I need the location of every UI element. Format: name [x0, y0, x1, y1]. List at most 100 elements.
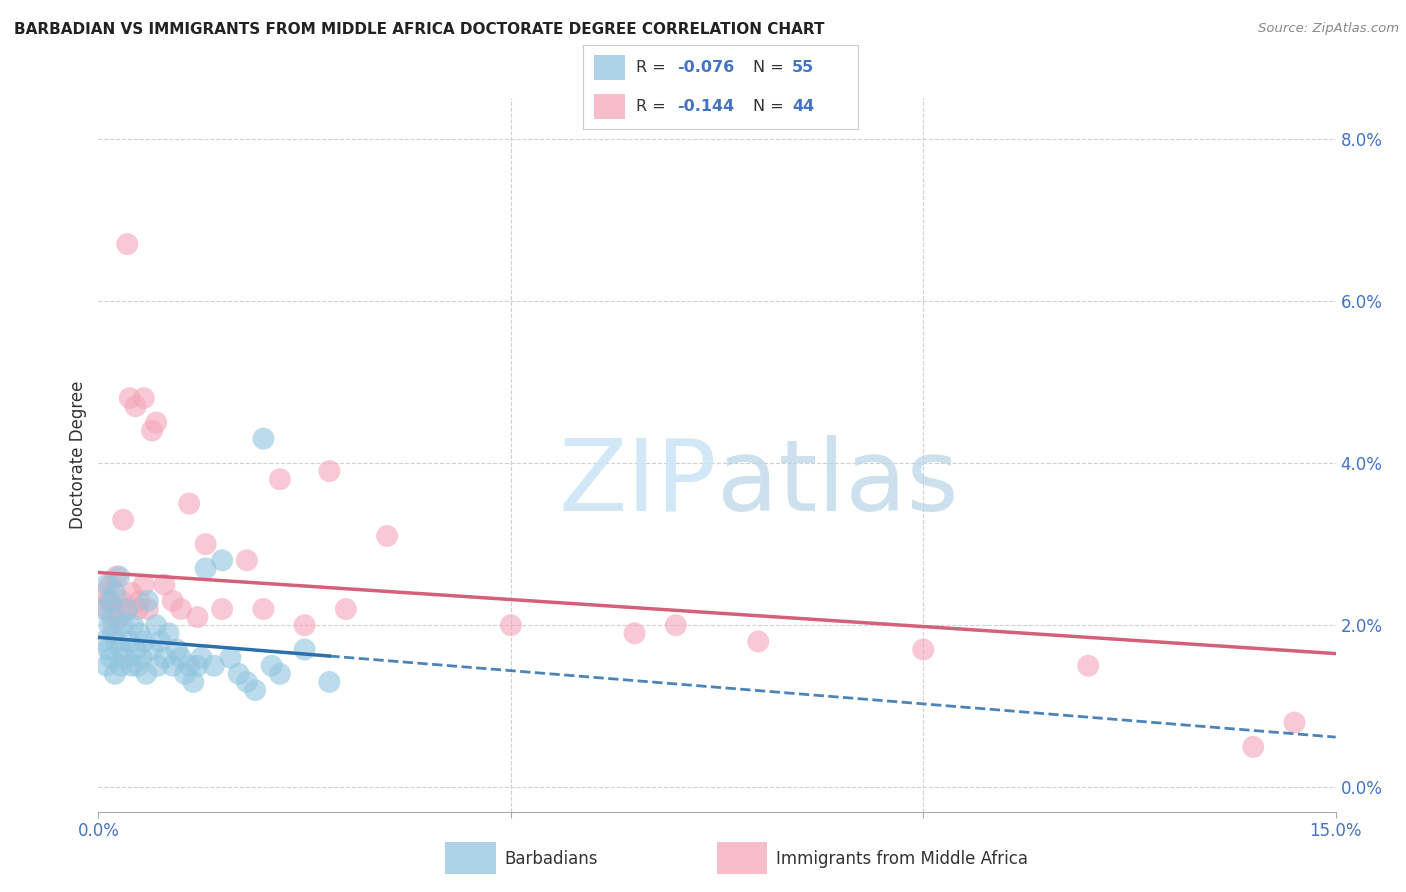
- Point: [153, 650, 176, 665]
- Point: [912, 642, 935, 657]
- Point: [1241, 739, 1264, 754]
- Point: [202, 658, 225, 673]
- Point: [162, 658, 184, 673]
- Point: [108, 610, 131, 624]
- Point: [190, 650, 212, 665]
- Point: [97, 642, 120, 657]
- Point: [105, 634, 128, 648]
- Text: -0.076: -0.076: [676, 60, 734, 75]
- FancyBboxPatch shape: [595, 94, 624, 120]
- Point: [269, 666, 291, 681]
- Text: 44: 44: [792, 99, 814, 114]
- Point: [136, 594, 159, 608]
- Text: N =: N =: [754, 99, 789, 114]
- Point: [120, 586, 142, 600]
- Point: [105, 569, 128, 583]
- Point: [91, 602, 114, 616]
- Point: [186, 610, 208, 624]
- Point: [665, 618, 688, 632]
- Point: [166, 642, 188, 657]
- Point: [252, 602, 274, 616]
- Point: [117, 602, 139, 616]
- Point: [104, 666, 127, 681]
- Text: 55: 55: [792, 60, 814, 75]
- Point: [260, 658, 283, 673]
- Point: [94, 586, 117, 600]
- Point: [110, 658, 132, 673]
- Point: [318, 675, 340, 690]
- Point: [96, 658, 118, 673]
- Point: [228, 666, 250, 681]
- Point: [141, 424, 163, 438]
- Point: [96, 577, 118, 591]
- Point: [318, 464, 340, 478]
- Point: [131, 650, 153, 665]
- Point: [170, 602, 193, 616]
- Point: [97, 594, 120, 608]
- Point: [127, 658, 149, 673]
- Point: [103, 618, 125, 632]
- Point: [124, 642, 146, 657]
- Point: [98, 618, 121, 632]
- Point: [194, 537, 217, 551]
- Point: [170, 650, 193, 665]
- Point: [132, 577, 155, 591]
- Point: [128, 626, 150, 640]
- Point: [93, 634, 115, 648]
- Point: [100, 577, 122, 591]
- Point: [117, 237, 139, 252]
- Point: [120, 658, 142, 673]
- Text: Source: ZipAtlas.com: Source: ZipAtlas.com: [1258, 22, 1399, 36]
- Point: [146, 658, 169, 673]
- Point: [211, 602, 233, 616]
- Point: [149, 634, 172, 648]
- Point: [236, 675, 259, 690]
- Point: [112, 513, 135, 527]
- Point: [623, 626, 645, 640]
- Point: [108, 569, 131, 583]
- Point: [124, 399, 146, 413]
- Point: [101, 610, 124, 624]
- Point: [1284, 715, 1306, 730]
- Point: [132, 391, 155, 405]
- Text: ZIP: ZIP: [558, 435, 717, 532]
- Text: atlas: atlas: [717, 435, 959, 532]
- FancyBboxPatch shape: [717, 842, 768, 874]
- Point: [181, 675, 204, 690]
- Point: [186, 658, 208, 673]
- Point: [162, 594, 184, 608]
- Point: [153, 577, 176, 591]
- Point: [135, 666, 157, 681]
- Point: [252, 432, 274, 446]
- Text: Barbadians: Barbadians: [505, 849, 598, 868]
- Point: [104, 602, 127, 616]
- Point: [118, 391, 141, 405]
- Point: [179, 658, 201, 673]
- Point: [103, 626, 125, 640]
- Point: [128, 594, 150, 608]
- Point: [118, 634, 141, 648]
- FancyBboxPatch shape: [595, 54, 624, 80]
- Point: [100, 594, 122, 608]
- Point: [294, 642, 316, 657]
- Point: [747, 634, 769, 648]
- Point: [1077, 658, 1099, 673]
- Point: [100, 650, 122, 665]
- Text: -0.144: -0.144: [676, 99, 734, 114]
- Point: [112, 618, 135, 632]
- Point: [132, 634, 155, 648]
- Point: [141, 642, 163, 657]
- Point: [96, 602, 118, 616]
- Point: [174, 666, 197, 681]
- Point: [114, 650, 136, 665]
- Text: R =: R =: [636, 99, 671, 114]
- Point: [294, 618, 316, 632]
- Point: [110, 642, 132, 657]
- Text: BARBADIAN VS IMMIGRANTS FROM MIDDLE AFRICA DOCTORATE DEGREE CORRELATION CHART: BARBADIAN VS IMMIGRANTS FROM MIDDLE AFRI…: [14, 22, 824, 37]
- Point: [117, 602, 139, 616]
- Point: [104, 586, 127, 600]
- Point: [122, 618, 145, 632]
- Point: [211, 553, 233, 567]
- Point: [136, 602, 159, 616]
- Y-axis label: Doctorate Degree: Doctorate Degree: [69, 381, 87, 529]
